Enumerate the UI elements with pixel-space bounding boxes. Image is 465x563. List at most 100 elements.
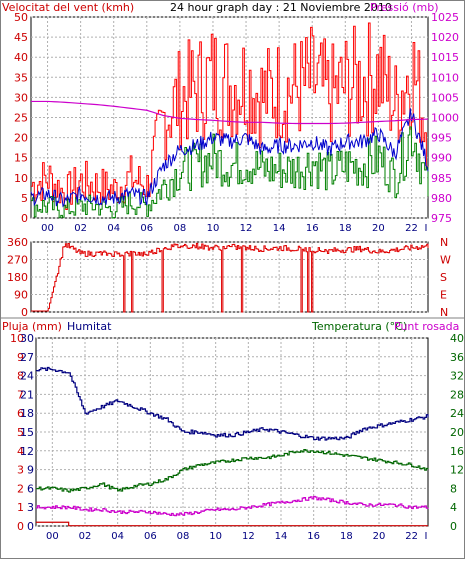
humidity-axis-label: Humitat <box>67 320 112 333</box>
rain-tick-5: 5 <box>17 426 24 439</box>
gust-line <box>31 22 429 211</box>
temperature-axis-label: Temperatura (°C) <box>311 320 407 333</box>
pressure-tick-990: 990 <box>431 152 452 165</box>
x-tick-20: 20 <box>372 223 385 234</box>
pressure-tick-980: 980 <box>431 192 452 205</box>
x-tick-22: 22 <box>405 223 418 234</box>
x-tick-00: 00 <box>41 223 54 234</box>
rain-line <box>36 521 428 527</box>
bottom-x-tick-22: 22 <box>405 531 418 542</box>
pressure-tick-1020: 1020 <box>431 31 459 44</box>
wind-tick-50: 50 <box>14 11 28 24</box>
temp-tick-36: 36 <box>450 351 464 364</box>
rain-tick-4: 4 <box>17 445 24 458</box>
pressure-axis-label: Pressió (mb) <box>370 1 439 14</box>
wind-tick-10: 10 <box>14 172 28 185</box>
direction-series <box>31 242 429 313</box>
x-tick-18: 18 <box>339 223 352 234</box>
x-tick-08: 08 <box>174 223 187 234</box>
pressure-tick-985: 985 <box>431 172 452 185</box>
direction-y-ticks: 0 90 180 270 360 <box>7 236 28 319</box>
temp-tick-16: 16 <box>450 445 464 458</box>
wind-tick-35: 35 <box>14 71 28 84</box>
humidity-tick-21: 21 <box>20 388 34 401</box>
temperature-line <box>36 449 429 493</box>
bottom-x-tick-18: 18 <box>340 531 353 542</box>
x-tick-10: 10 <box>207 223 220 234</box>
wind-series <box>30 22 429 219</box>
bottom-x-tick-14: 14 <box>275 531 288 542</box>
temp-tick-0: 0 <box>450 520 457 533</box>
dir-tick-0: 0 <box>21 306 28 319</box>
x-end-mark: I <box>425 223 428 234</box>
compass-tick-0: N <box>440 236 448 249</box>
pressure-tick-1025: 1025 <box>431 11 459 24</box>
temp-tick-8: 8 <box>450 482 457 495</box>
wind-green-line <box>31 126 429 219</box>
rain-tick-9: 9 <box>17 351 24 364</box>
bottom-x-tick-16: 16 <box>307 531 320 542</box>
compass-tick-3: E <box>440 289 447 302</box>
wind-tick-45: 45 <box>14 31 28 44</box>
temp-tick-12: 12 <box>450 464 464 477</box>
rain-tick-8: 8 <box>17 370 24 383</box>
rain-tick-1: 1 <box>17 501 24 514</box>
humidity-tick-27: 27 <box>20 351 34 364</box>
pressure-tick-1010: 1010 <box>431 71 459 84</box>
pressure-tick-1000: 1000 <box>431 112 459 125</box>
temp-tick-40: 40 <box>450 332 464 345</box>
pressure-line <box>31 100 429 125</box>
wind-tick-15: 15 <box>14 152 28 165</box>
humidity-tick-18: 18 <box>20 407 34 420</box>
temp-tick-4: 4 <box>450 501 457 514</box>
bottom-x-tick-12: 12 <box>242 531 255 542</box>
x-tick-04: 04 <box>107 223 120 234</box>
wind-blue-line <box>30 108 429 208</box>
bottom-x-tick-02: 02 <box>79 531 92 542</box>
humidity-tick-6: 6 <box>27 482 34 495</box>
bottom-x-tick-10: 10 <box>209 531 222 542</box>
bottom-x-end-mark: I <box>425 531 428 542</box>
wind-y-ticks: 0 5 10 15 20 25 30 35 40 45 50 <box>14 11 28 225</box>
wind-tick-5: 5 <box>21 192 28 205</box>
dewpoint-axis-label: Punt rosada <box>394 320 459 333</box>
dir-tick-90: 90 <box>14 289 28 302</box>
wind-axis-label: Velocitat del vent (kmh) <box>2 1 134 14</box>
bottom-x-tick-04: 04 <box>111 531 124 542</box>
humidity-tick-12: 12 <box>20 445 34 458</box>
bottom-x-tick-20: 20 <box>373 531 386 542</box>
direction-plot-area <box>30 241 429 313</box>
humidity-tick-0: 0 <box>27 520 34 533</box>
rain-x-ticks: 00 02 04 06 08 10 12 14 16 18 20 22 I <box>46 531 428 542</box>
rain-tick-7: 7 <box>17 388 24 401</box>
rain-axis-label: Pluja (mm) <box>2 320 62 333</box>
rain-tick-10: 10 <box>10 332 24 345</box>
pressure-tick-995: 995 <box>431 132 452 145</box>
x-tick-02: 02 <box>74 223 87 234</box>
compass-tick-4: N <box>440 306 448 319</box>
chart-title: 24 hour graph day : 21 Noviembre 2010 <box>170 1 392 14</box>
bottom-x-tick-06: 06 <box>144 531 157 542</box>
dir-tick-360: 360 <box>7 236 28 249</box>
rain-tick-2: 2 <box>17 482 24 495</box>
pressure-tick-1005: 1005 <box>431 91 459 104</box>
x-tick-06: 06 <box>140 223 153 234</box>
bottom-x-tick-08: 08 <box>177 531 190 542</box>
compass-tick-1: W <box>440 254 451 267</box>
dir-tick-180: 180 <box>7 271 28 284</box>
pressure-y-ticks: 975 980 985 990 995 1000 1005 1010 1015 1020 1025 <box>431 11 459 225</box>
x-tick-12: 12 <box>240 223 253 234</box>
wind-tick-25: 25 <box>14 112 28 125</box>
humidity-tick-9: 9 <box>27 464 34 477</box>
bottom-x-tick-00: 00 <box>46 531 59 542</box>
humidity-tick-15: 15 <box>20 426 34 439</box>
x-tick-16: 16 <box>306 223 319 234</box>
rain-tick-6: 6 <box>17 407 24 420</box>
humidity-tick-30: 30 <box>20 332 34 345</box>
rain-tick-3: 3 <box>17 464 24 477</box>
humidity-line <box>36 366 429 441</box>
